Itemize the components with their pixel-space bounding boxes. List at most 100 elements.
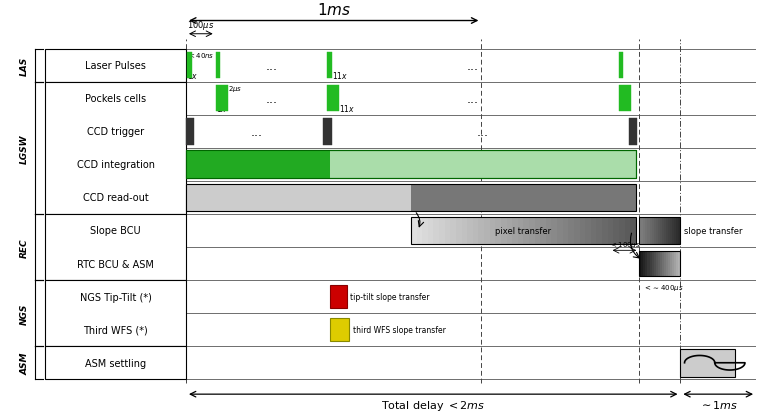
Bar <box>417 217 423 245</box>
Bar <box>557 217 563 245</box>
Bar <box>647 252 650 276</box>
Bar <box>650 252 652 276</box>
Text: ...: ... <box>467 93 479 105</box>
Text: ASM: ASM <box>20 351 30 374</box>
Bar <box>574 217 581 245</box>
Bar <box>650 217 652 245</box>
Bar <box>591 217 597 245</box>
Bar <box>216 53 220 79</box>
Text: NGS Tip-Tilt (*): NGS Tip-Tilt (*) <box>80 292 152 302</box>
Bar <box>668 217 671 245</box>
Text: $1ms$: $1ms$ <box>317 2 351 18</box>
Bar <box>660 217 663 245</box>
Text: pixel transfer: pixel transfer <box>496 226 552 235</box>
Bar <box>672 252 675 276</box>
Text: $<\sim 400\mu s$: $<\sim 400\mu s$ <box>643 282 683 292</box>
Bar <box>411 217 417 245</box>
Text: $11x$: $11x$ <box>332 70 348 81</box>
Bar <box>580 217 586 245</box>
Bar <box>662 252 665 276</box>
Bar <box>433 217 439 245</box>
Text: LGSW: LGSW <box>20 134 30 163</box>
Bar <box>644 217 646 245</box>
Bar <box>639 217 680 245</box>
Bar <box>540 217 546 245</box>
Bar <box>186 184 636 212</box>
Bar <box>664 252 666 276</box>
Bar <box>323 119 332 145</box>
Bar <box>428 217 434 245</box>
Bar <box>645 252 648 276</box>
Bar <box>506 217 513 245</box>
Bar <box>658 217 660 245</box>
Bar <box>662 217 665 245</box>
Bar <box>668 252 671 276</box>
Bar <box>651 217 654 245</box>
Bar <box>546 217 552 245</box>
Text: Pockels cells: Pockels cells <box>85 94 146 104</box>
Text: slope transfer: slope transfer <box>684 226 742 235</box>
Text: Laser Pulses: Laser Pulses <box>85 61 146 71</box>
Bar <box>456 217 462 245</box>
Bar <box>461 217 468 245</box>
Bar <box>411 217 636 245</box>
Text: $11x$: $11x$ <box>339 103 355 114</box>
Bar <box>186 119 194 145</box>
Bar <box>186 184 411 212</box>
Bar <box>450 217 457 245</box>
Bar <box>641 252 644 276</box>
Bar <box>619 53 623 79</box>
Bar <box>674 252 677 276</box>
Bar <box>187 53 191 79</box>
Bar <box>656 252 659 276</box>
Bar <box>660 252 663 276</box>
Text: $100\mu s$: $100\mu s$ <box>187 19 215 32</box>
Text: ...: ... <box>477 126 489 138</box>
Bar <box>478 217 485 245</box>
Bar <box>670 217 673 245</box>
Bar <box>666 217 669 245</box>
Bar <box>653 252 657 276</box>
Text: ...: ... <box>265 93 277 105</box>
Bar <box>529 217 535 245</box>
Bar <box>672 217 675 245</box>
Bar <box>524 217 530 245</box>
Bar <box>676 252 679 276</box>
Bar <box>651 252 654 276</box>
Text: ASM settling: ASM settling <box>85 358 146 368</box>
Bar <box>46 347 186 380</box>
Bar <box>645 217 648 245</box>
Bar <box>46 83 186 214</box>
Bar <box>670 252 673 276</box>
Bar <box>186 151 330 179</box>
Bar <box>568 217 575 245</box>
Bar <box>619 86 631 112</box>
Bar <box>445 217 451 245</box>
Bar <box>518 217 524 245</box>
Text: REC: REC <box>20 237 30 257</box>
Text: ...: ... <box>467 59 479 72</box>
Text: $2\mu s$: $2\mu s$ <box>228 84 242 94</box>
Bar <box>679 217 681 245</box>
Text: $\sim 1ms$: $\sim 1ms$ <box>698 398 738 410</box>
Bar <box>562 217 569 245</box>
Bar <box>666 252 669 276</box>
Text: Slope BCU: Slope BCU <box>90 226 141 236</box>
Bar <box>46 50 186 83</box>
Bar <box>439 217 446 245</box>
Bar <box>676 217 679 245</box>
Bar <box>644 252 646 276</box>
Bar <box>619 217 625 245</box>
Text: LAS: LAS <box>20 57 30 76</box>
Bar <box>679 252 681 276</box>
Bar <box>490 217 496 245</box>
Bar <box>602 217 609 245</box>
Bar <box>625 217 631 245</box>
Bar <box>639 252 680 276</box>
Bar <box>585 217 591 245</box>
Text: CCD trigger: CCD trigger <box>87 127 144 137</box>
Text: $1x$: $1x$ <box>187 70 198 81</box>
Bar <box>216 86 228 112</box>
Bar <box>327 53 332 79</box>
Bar <box>46 214 186 280</box>
